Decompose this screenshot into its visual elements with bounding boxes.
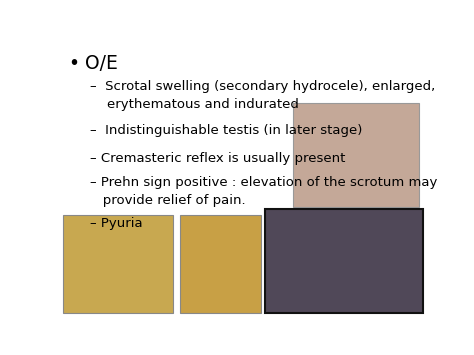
Bar: [63, 215, 173, 313]
Bar: [181, 215, 261, 313]
Text: – Prehn sign positive : elevation of the scrotum may
   provide relief of pain.: – Prehn sign positive : elevation of the…: [91, 176, 438, 207]
Text: •: •: [68, 54, 80, 73]
Text: – Cremasteric reflex is usually present: – Cremasteric reflex is usually present: [91, 152, 346, 165]
Bar: [292, 103, 419, 207]
Text: – Pyuria: – Pyuria: [91, 217, 143, 230]
Text: O/E: O/E: [85, 54, 118, 73]
Text: –  Indistinguishable testis (in later stage): – Indistinguishable testis (in later sta…: [91, 124, 363, 137]
Text: –  Scrotal swelling (secondary hydrocele), enlarged,
    erythematous and indura: – Scrotal swelling (secondary hydrocele)…: [91, 80, 436, 111]
Bar: [265, 209, 423, 313]
